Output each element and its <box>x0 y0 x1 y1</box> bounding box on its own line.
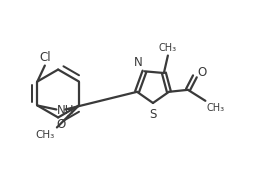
Text: CH₃: CH₃ <box>159 43 177 53</box>
Text: Cl: Cl <box>39 50 51 64</box>
Text: S: S <box>149 108 156 121</box>
Text: N: N <box>134 56 143 69</box>
Text: CH₃: CH₃ <box>36 130 55 140</box>
Text: NH: NH <box>57 104 74 117</box>
Text: O: O <box>57 118 66 132</box>
Text: O: O <box>197 66 206 79</box>
Text: CH₃: CH₃ <box>207 103 225 113</box>
